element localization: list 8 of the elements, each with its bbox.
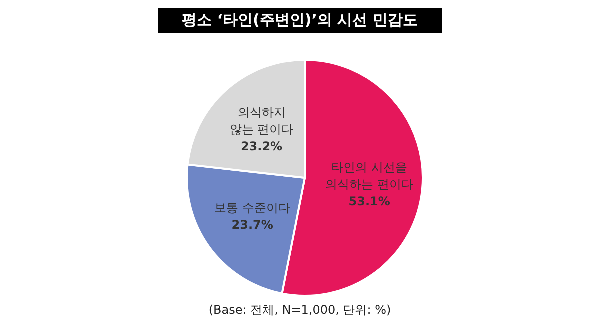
slice-label: 보통 수준이다	[214, 200, 291, 215]
slice-label: 타인의 시선을 의식하는 편이다	[326, 160, 414, 192]
chart-title: 평소 ‘타인(주변인)’의 시선 민감도	[158, 8, 442, 33]
slice-label: 의식하지 않는 편이다	[230, 106, 294, 137]
data-label: 23.7%	[232, 218, 274, 232]
text: (Base: 전체, N=1,000, 단위: %)	[208, 302, 392, 319]
data-label: 53.1%	[348, 194, 390, 208]
data-label: 23.2%	[240, 140, 283, 154]
